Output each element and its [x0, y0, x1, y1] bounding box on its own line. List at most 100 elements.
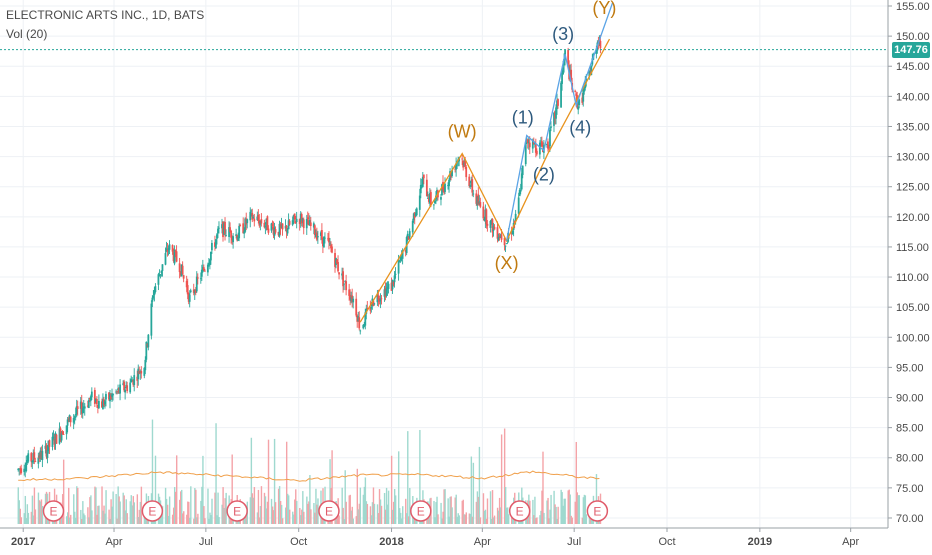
volume-bar — [500, 434, 503, 524]
candle-body — [165, 248, 168, 251]
candle-body — [192, 289, 195, 293]
candle-body — [199, 278, 202, 280]
candle-body — [129, 382, 132, 393]
volume-bar — [133, 502, 136, 524]
volume-bar — [257, 489, 260, 524]
volume-bar — [533, 515, 535, 524]
volume-bar — [307, 503, 309, 524]
candle-body — [540, 140, 543, 147]
volume-bar — [201, 486, 203, 524]
volume-bar — [489, 491, 492, 524]
y-tick-label: 130.00 — [896, 152, 930, 164]
candle-body — [146, 343, 149, 346]
candle-body — [232, 236, 234, 243]
candle-body — [356, 315, 359, 322]
volume-bar — [252, 497, 255, 524]
candle-body — [397, 260, 400, 274]
volume-bar — [308, 501, 310, 524]
candle-body — [533, 143, 536, 145]
candle-body — [231, 236, 233, 241]
candle-body — [235, 234, 238, 236]
candle-body — [334, 252, 336, 267]
volume-bar — [317, 498, 319, 524]
volume-bar — [299, 507, 301, 524]
candle-body — [171, 245, 174, 252]
wxy-wave-label: (Y) — [592, 0, 616, 18]
candle-body — [96, 404, 99, 408]
candle-body — [358, 317, 361, 329]
volume-bar — [591, 517, 594, 524]
candle-body — [336, 259, 338, 264]
volume-bar — [175, 455, 178, 524]
volume-bar — [117, 486, 119, 524]
volume-bar — [67, 512, 69, 524]
volume-bar — [110, 499, 112, 524]
volume-bar — [384, 509, 387, 524]
candle-body — [401, 250, 404, 259]
candle-body — [95, 399, 98, 405]
volume-bar — [477, 496, 480, 524]
candle-body — [477, 194, 480, 205]
candle-body — [178, 263, 181, 273]
candle-body — [441, 184, 443, 196]
candle-body — [117, 388, 119, 391]
candle-body — [468, 176, 471, 187]
volume-bar — [223, 507, 225, 524]
y-tick-label: 135.00 — [896, 121, 930, 133]
volume-bar — [315, 488, 317, 524]
candle-body — [274, 229, 277, 233]
volume-bar — [583, 494, 586, 524]
candle-body — [343, 283, 345, 285]
candle-body — [153, 290, 156, 296]
candle-body — [47, 440, 50, 452]
candle-body — [429, 192, 432, 205]
volume-bar — [483, 510, 486, 524]
volume-bar — [408, 516, 410, 524]
volume-bar — [370, 515, 373, 524]
candle-body — [251, 212, 254, 220]
volume-bar — [475, 501, 478, 524]
volume-bar — [309, 475, 311, 524]
volume-bar — [244, 514, 247, 524]
wxy-wave-label: (W) — [448, 122, 477, 142]
candle-body — [567, 50, 570, 65]
volume-bar — [118, 496, 120, 524]
candle-body — [493, 226, 496, 230]
candle-body — [489, 220, 492, 228]
candle-body — [392, 281, 395, 285]
volume-bar — [208, 518, 210, 524]
candle-body — [411, 220, 414, 233]
volume-bar — [386, 504, 389, 524]
candle-body — [574, 90, 577, 92]
candle-body — [526, 139, 529, 143]
volume-bar — [585, 514, 588, 524]
volume-bar — [40, 499, 43, 524]
candle-body — [300, 214, 303, 224]
volume-bar — [271, 506, 274, 524]
candle-body — [421, 176, 424, 187]
volume-bar — [553, 490, 555, 524]
volume-bar — [358, 503, 361, 524]
candle-body — [357, 316, 360, 322]
volume-bar — [197, 513, 199, 524]
candle-body — [67, 418, 70, 420]
volume-bar — [461, 500, 463, 524]
candle-body — [112, 394, 114, 396]
earnings-marker — [508, 500, 531, 522]
candle-body — [301, 218, 304, 222]
volume-bar — [112, 491, 114, 524]
volume-bar — [571, 517, 573, 524]
candle-body — [243, 231, 246, 234]
candle-body — [434, 200, 436, 204]
candle-body — [122, 383, 125, 385]
volume-bar — [469, 513, 472, 524]
candle-body — [295, 218, 298, 222]
candle-body — [174, 251, 177, 252]
earnings-marker — [226, 500, 248, 522]
volume-bar — [406, 513, 408, 524]
volume-bar — [343, 519, 345, 524]
volume-bar — [111, 506, 113, 524]
volume-bar — [279, 500, 282, 524]
